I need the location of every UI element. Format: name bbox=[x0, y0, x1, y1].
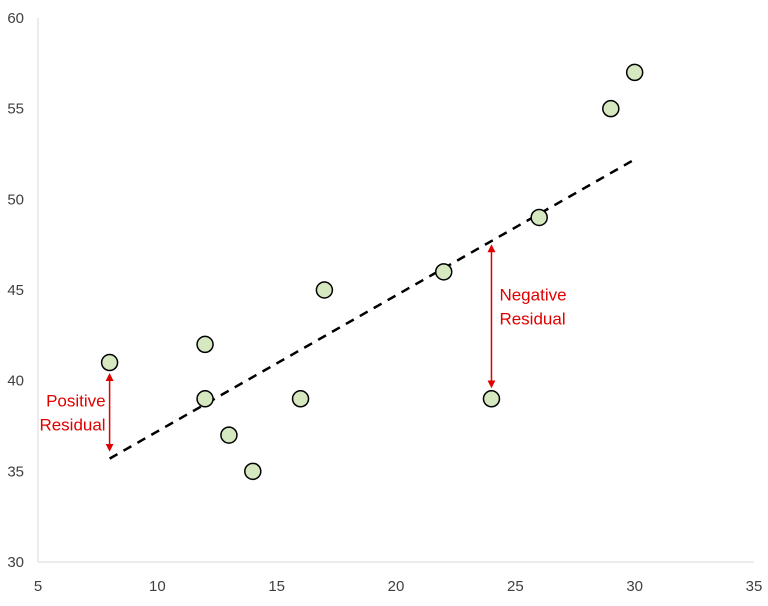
y-tick-label: 50 bbox=[7, 191, 24, 208]
x-tick-label: 15 bbox=[268, 578, 285, 595]
positive-residual-label: Positive bbox=[46, 391, 106, 410]
negative-residual-label: Residual bbox=[499, 309, 565, 328]
annotations-layer: Positive Residual Negative Residual bbox=[39, 244, 567, 452]
y-tick-label: 45 bbox=[7, 282, 24, 299]
data-point bbox=[625, 63, 644, 82]
data-point bbox=[220, 426, 238, 444]
y-tick-label: 30 bbox=[7, 554, 24, 571]
data-point bbox=[244, 462, 262, 481]
trendline-layer bbox=[108, 158, 636, 460]
trendline bbox=[108, 158, 636, 460]
axes: 5 10 15 20 25 30 35 30 35 40 45 50 55 60 bbox=[7, 10, 762, 595]
negative-residual-label: Negative bbox=[499, 285, 566, 304]
data-point bbox=[196, 390, 214, 408]
data-points-layer bbox=[100, 63, 644, 481]
data-point bbox=[100, 353, 119, 372]
y-tick-label: 40 bbox=[7, 373, 24, 390]
x-tick-label: 10 bbox=[149, 578, 166, 595]
y-tick-label: 55 bbox=[7, 101, 24, 118]
x-tick-label: 5 bbox=[34, 578, 42, 595]
data-point bbox=[530, 208, 548, 227]
x-tick-label: 30 bbox=[626, 578, 643, 595]
x-tick-label: 35 bbox=[746, 578, 763, 595]
data-point bbox=[315, 281, 334, 299]
x-tick-label: 20 bbox=[388, 578, 405, 595]
y-tick-label: 35 bbox=[7, 463, 24, 480]
data-point bbox=[602, 99, 620, 118]
data-point bbox=[434, 263, 453, 281]
data-point bbox=[291, 390, 310, 408]
positive-residual-label: Residual bbox=[39, 415, 105, 434]
data-point bbox=[482, 390, 501, 408]
x-tick-label: 25 bbox=[507, 578, 524, 595]
y-tick-label: 60 bbox=[7, 10, 24, 27]
data-point bbox=[196, 335, 214, 354]
